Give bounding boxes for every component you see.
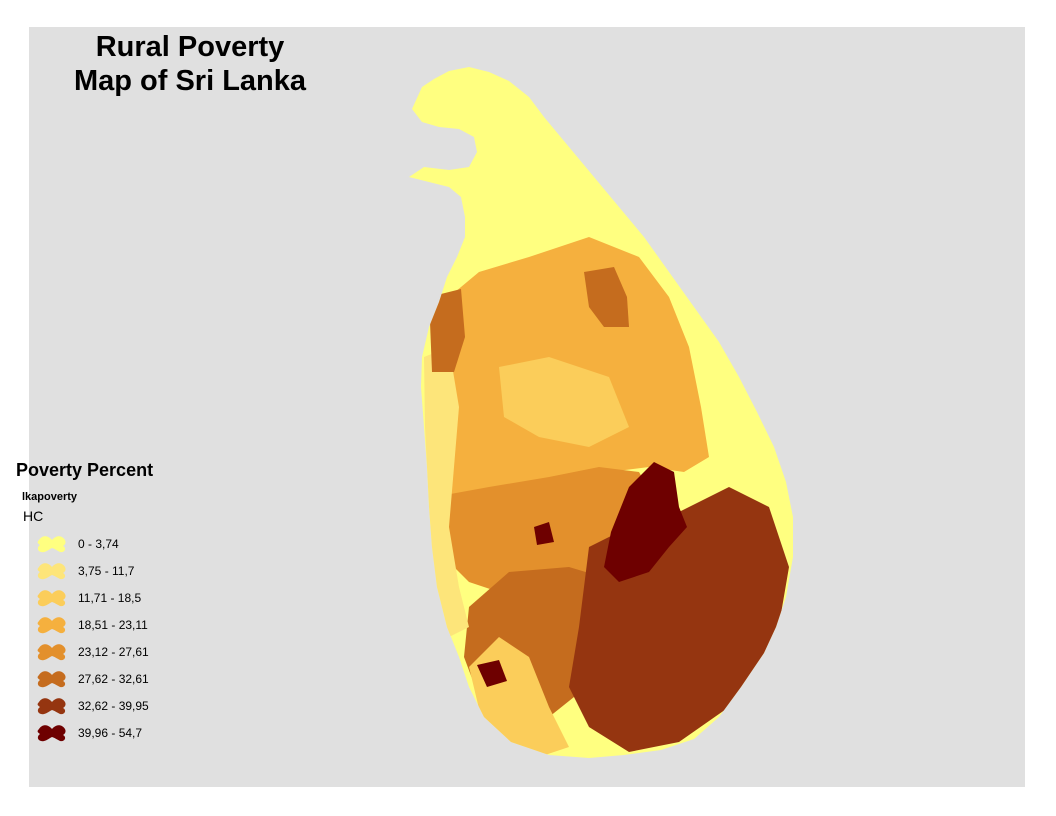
region-south-west-patch bbox=[477, 660, 507, 687]
legend-layer-name: lkapoverty bbox=[22, 491, 78, 503]
region-central-hot bbox=[534, 522, 554, 545]
legend: Poverty Percent lkapoverty HC 0 - 3,74 3,… bbox=[16, 460, 153, 746]
legend-item-label: 0 - 3,74 bbox=[78, 536, 119, 551]
legend-swatch-icon bbox=[37, 643, 66, 660]
legend-item-label: 18,51 - 23,11 bbox=[78, 617, 148, 632]
legend-items: 0 - 3,74 3,75 - 11,7 11,71 - 18,5 18,51 - 2… bbox=[16, 530, 153, 746]
legend-swatch-icon bbox=[37, 670, 66, 687]
region-high-east bbox=[604, 462, 687, 582]
legend-swatch-icon bbox=[37, 724, 66, 741]
legend-item: 23,12 - 27,61 bbox=[36, 638, 153, 665]
region-north-west bbox=[429, 289, 465, 372]
legend-swatch-icon bbox=[37, 616, 66, 633]
legend-swatch-icon bbox=[37, 562, 66, 579]
legend-item-label: 32,62 - 39,95 bbox=[78, 698, 149, 713]
region-mid-north bbox=[584, 267, 629, 327]
map-title-line1: Rural Poverty bbox=[95, 31, 285, 63]
legend-field-name: HC bbox=[23, 508, 44, 524]
region-west-coast bbox=[424, 347, 469, 637]
sri-lanka-map bbox=[409, 67, 793, 758]
legend-item: 0 - 3,74 bbox=[36, 530, 153, 557]
legend-item-label: 3,75 - 11,7 bbox=[78, 563, 135, 578]
map-frame bbox=[29, 27, 1025, 787]
legend-item-label: 11,71 - 18,5 bbox=[78, 590, 142, 605]
map-title: Rural Poverty Map of Sri Lanka bbox=[30, 30, 350, 98]
legend-item-label: 27,62 - 32,61 bbox=[78, 671, 149, 686]
legend-item: 11,71 - 18,5 bbox=[36, 584, 153, 611]
map-title-line2: Map of Sri Lanka bbox=[73, 65, 307, 97]
legend-swatch-icon bbox=[37, 589, 66, 606]
legend-item: 18,51 - 23,11 bbox=[36, 611, 153, 638]
legend-swatch-icon bbox=[37, 697, 66, 714]
legend-item: 3,75 - 11,7 bbox=[36, 557, 153, 584]
legend-item-label: 23,12 - 27,61 bbox=[78, 644, 149, 659]
legend-heading: Poverty Percent bbox=[16, 460, 154, 480]
legend-item: 27,62 - 32,61 bbox=[36, 665, 153, 692]
legend-swatch-icon bbox=[37, 535, 66, 552]
legend-item: 32,62 - 39,95 bbox=[36, 692, 153, 719]
region-central-west bbox=[499, 357, 629, 447]
legend-item-label: 39,96 - 54,7 bbox=[78, 725, 143, 740]
legend-item: 39,96 - 54,7 bbox=[36, 719, 153, 746]
